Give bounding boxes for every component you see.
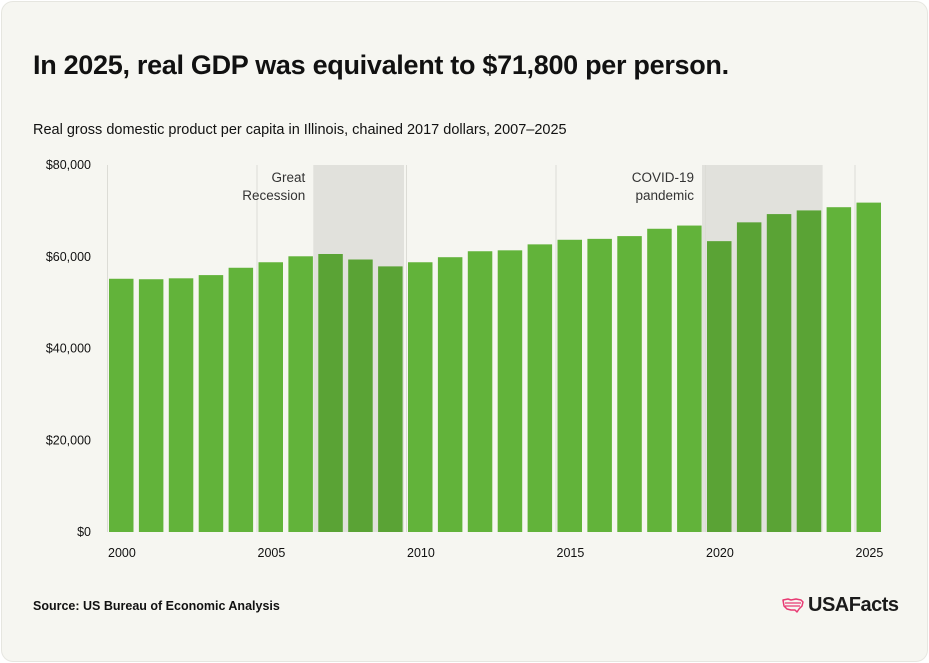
bar-2003 [198,275,224,532]
bar-2006 [288,256,313,532]
bar-2016 [587,238,612,532]
y-tick-label: $20,000 [46,433,91,447]
y-tick-label: $80,000 [46,158,91,172]
bar-2014 [527,244,553,532]
x-tick-label: 2000 [108,546,136,560]
bar-2010 [408,262,433,532]
source-note: Source: US Bureau of Economic Analysis [33,599,280,613]
bar-2018 [647,228,672,533]
bar-2013 [497,250,523,532]
bar-2002 [168,278,194,532]
bar-2012 [467,251,493,532]
bar-2017 [617,236,642,532]
bar-2008 [348,259,373,532]
bar-2015 [557,239,582,532]
y-tick-label: $60,000 [46,250,91,264]
x-tick-label: 2015 [557,546,585,560]
bar-2023 [796,210,822,532]
annotation-label: Great [272,170,306,185]
chart-subtitle: Real gross domestic product per capita i… [33,122,567,138]
bar-2000 [109,278,134,532]
y-tick-label: $0 [77,525,91,539]
x-tick-label: 2025 [856,546,884,560]
x-tick-label: 2010 [407,546,435,560]
y-tick-label: $40,000 [46,342,91,356]
bar-2025 [856,202,881,532]
bar-2020 [707,241,732,532]
bar-chart: $0 $20,000 $40,000 $60,000 $80,000 2000 2005 20… [46,158,884,560]
x-tick-label: 2005 [258,546,286,560]
bar-2001 [138,279,164,532]
x-tick-label: 2020 [706,546,734,560]
bar-2005 [258,262,283,532]
chart-title: In 2025, real GDP was equivalent to $71,… [33,50,729,80]
bar-2004 [228,267,254,532]
bar-2019 [677,225,702,532]
bar-2024 [826,207,852,532]
bar-2009 [378,266,403,532]
annotation-label: Recession [242,188,305,203]
us-map-flag-icon [782,597,804,613]
bar-2021 [736,222,762,532]
usafacts-logo: USAFacts [782,594,899,617]
bar-2011 [437,257,463,532]
logo-text: USAFacts [808,594,899,616]
bar-2022 [766,214,792,532]
annotation-label: COVID-19 [632,170,694,185]
annotation-label: pandemic [635,188,694,203]
bar-2007 [318,253,343,532]
